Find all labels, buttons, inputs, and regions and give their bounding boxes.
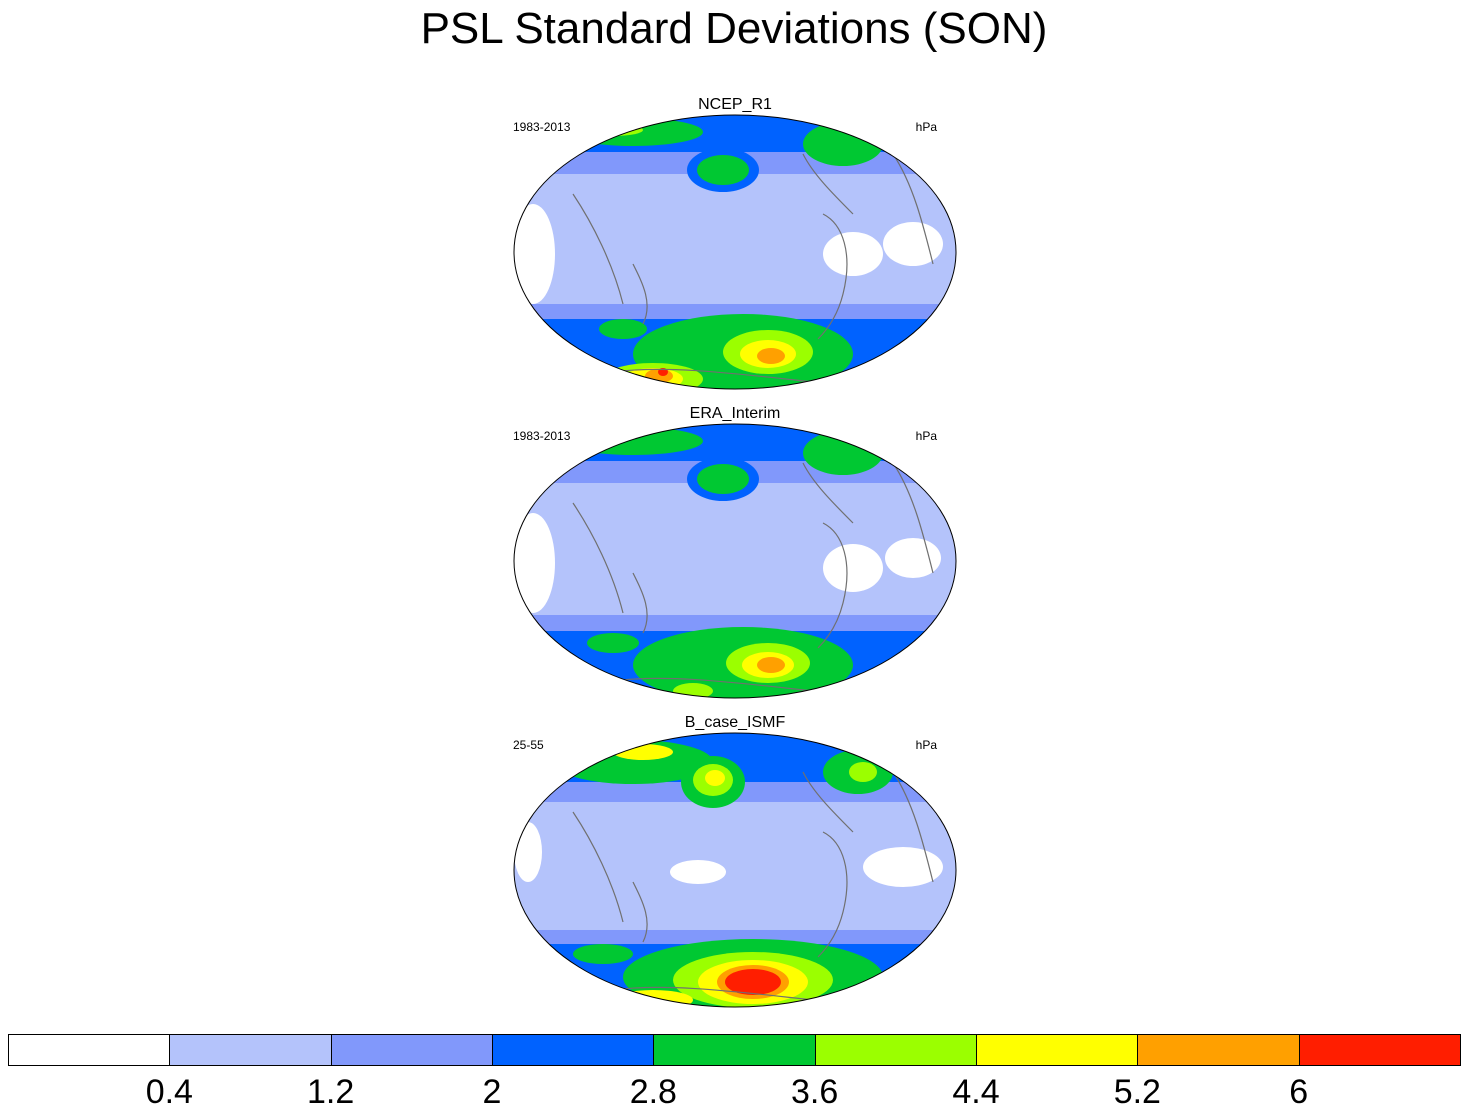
colorbar-tick-label: 2 bbox=[482, 1073, 502, 1111]
panel-title: B_case_ISMF bbox=[684, 714, 786, 731]
colorbar-swatch bbox=[653, 1034, 816, 1066]
colorbar-swatch bbox=[1298, 1034, 1461, 1066]
colorbar-tick-label: 1.2 bbox=[307, 1073, 355, 1111]
colorbar bbox=[8, 1034, 1461, 1068]
map-ncep bbox=[513, 114, 957, 390]
colorbar-swatch bbox=[330, 1034, 493, 1066]
panel-units-label: hPa bbox=[915, 120, 937, 134]
colorbar-swatch bbox=[8, 1034, 171, 1066]
panel-period-label: 1983-2013 bbox=[513, 429, 571, 443]
colorbar-swatch bbox=[814, 1034, 977, 1066]
panel-units-label: hPa bbox=[915, 429, 937, 443]
colorbar-tick-label: 5.2 bbox=[1113, 1073, 1161, 1111]
colorbar-tick-label: 2.8 bbox=[629, 1073, 677, 1111]
panel-title: NCEP_R1 bbox=[698, 96, 772, 113]
colorbar-swatch bbox=[492, 1034, 655, 1066]
colorbar-swatch bbox=[1137, 1034, 1300, 1066]
colorbar-tick-label: 6 bbox=[1289, 1073, 1309, 1111]
colorbar-tick-label: 4.4 bbox=[952, 1073, 1000, 1111]
panel-units-label: hPa bbox=[915, 738, 937, 752]
map-panel-bcase: B_case_ISMF 25-55 hPa bbox=[505, 714, 965, 1014]
map-bcase bbox=[513, 732, 957, 1008]
map-era bbox=[513, 423, 957, 699]
figure-title: PSL Standard Deviations (SON) bbox=[420, 4, 1048, 53]
map-panel-era: ERA_Interim 1983-2013 hPa bbox=[505, 405, 965, 705]
colorbar-swatch bbox=[169, 1034, 332, 1066]
colorbar-tick-label: 0.4 bbox=[145, 1073, 193, 1111]
panel-period-label: 1983-2013 bbox=[513, 120, 571, 134]
panel-period-label: 25-55 bbox=[513, 738, 544, 752]
panel-title: ERA_Interim bbox=[689, 405, 781, 422]
colorbar-tick-label: 3.6 bbox=[791, 1073, 839, 1111]
colorbar-swatch bbox=[976, 1034, 1139, 1066]
map-panel-ncep: NCEP_R1 1983-2013 hPa bbox=[505, 96, 965, 396]
